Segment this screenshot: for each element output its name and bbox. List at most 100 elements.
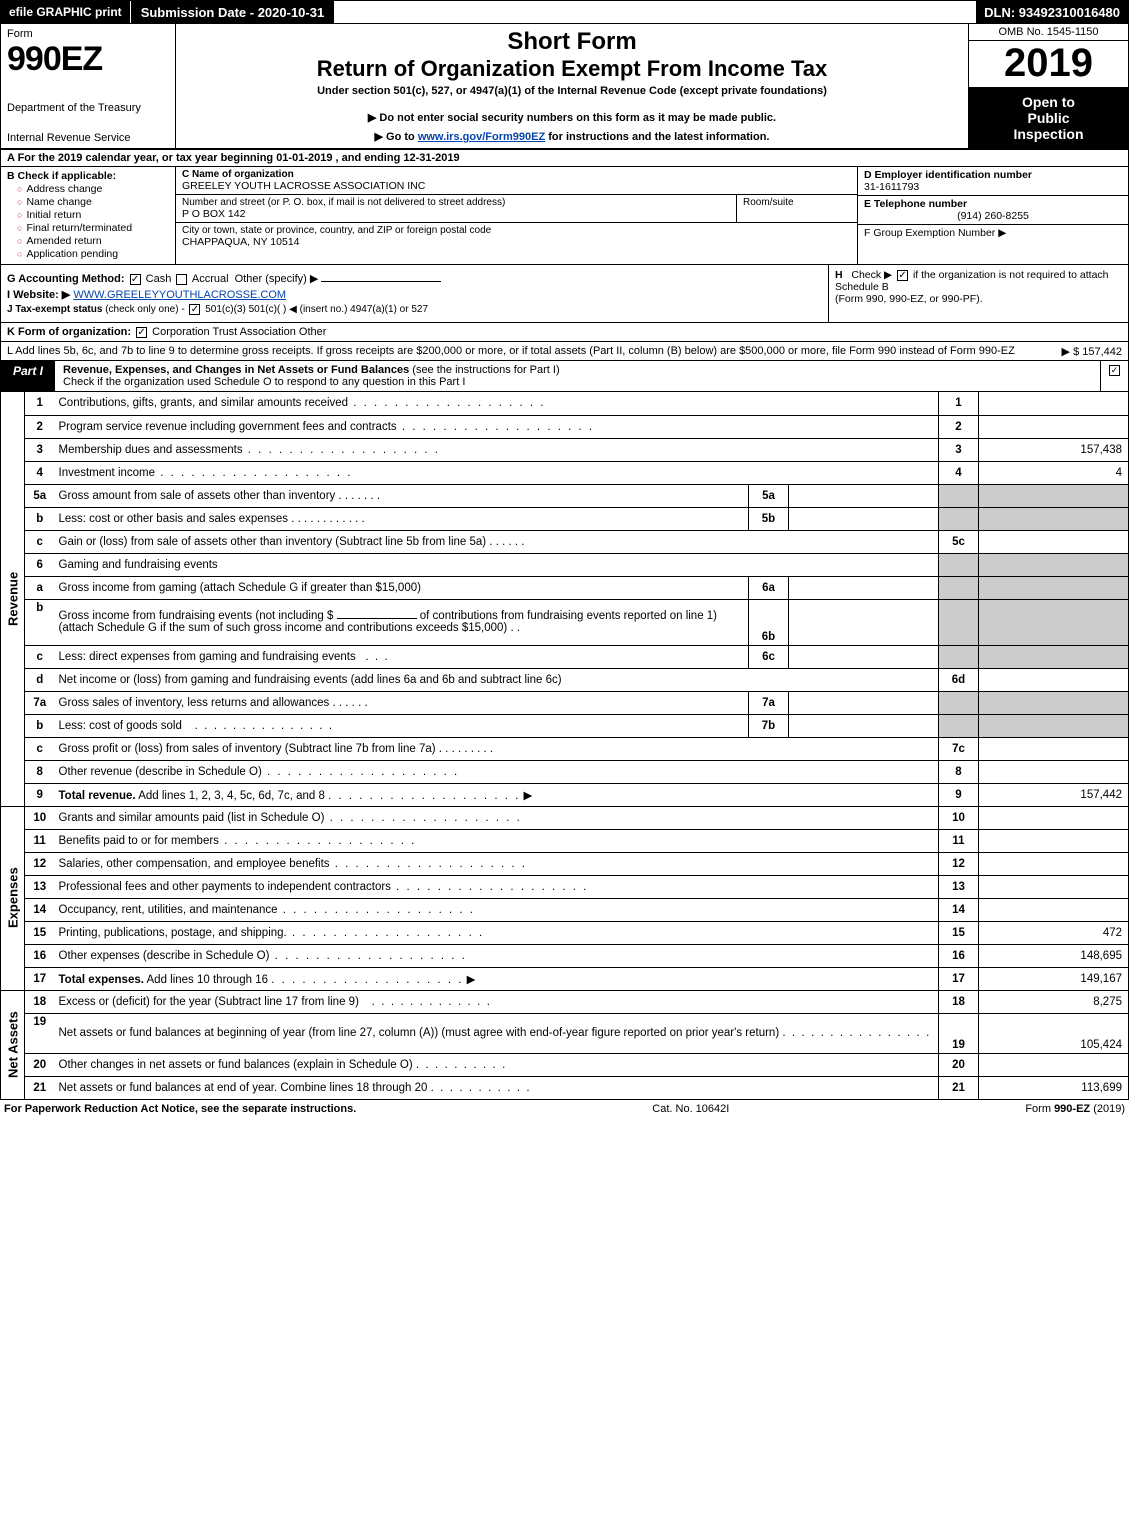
row-ghij: G Accounting Method: Cash Accrual Other … (0, 265, 1129, 323)
j-label: J Tax-exempt status (7, 304, 102, 315)
l6-colshade (939, 553, 979, 576)
l7a-valshade (979, 691, 1129, 714)
row-k: K Form of organization: Corporation Trus… (0, 323, 1129, 342)
chk-address-change[interactable]: Address change (7, 183, 169, 195)
room-cell: Room/suite (737, 195, 857, 222)
part1-checkbox[interactable] (1109, 365, 1120, 376)
line-15: 15 Printing, publications, postage, and … (1, 921, 1129, 944)
chk-application-pending[interactable]: Application pending (7, 248, 169, 260)
l7a-colshade (939, 691, 979, 714)
l9-no: 9 (25, 783, 55, 806)
l9-val: 157,442 (979, 783, 1129, 806)
chk-final-return[interactable]: Final return/terminated (7, 222, 169, 234)
line-13: 13 Professional fees and other payments … (1, 875, 1129, 898)
line-6: 6 Gaming and fundraising events (1, 553, 1129, 576)
h-text1: Check ▶ (851, 269, 892, 281)
line-18: Net Assets 18 Excess or (deficit) for th… (1, 990, 1129, 1013)
l14-col: 14 (939, 898, 979, 921)
j-rest: (check only one) - (105, 304, 184, 315)
l3-no: 3 (25, 438, 55, 461)
l6-no: 6 (25, 553, 55, 576)
footer: For Paperwork Reduction Act Notice, see … (0, 1100, 1129, 1118)
l1-col: 1 (939, 392, 979, 415)
chk-cash[interactable] (130, 274, 141, 285)
l14-desc: Occupancy, rent, utilities, and maintena… (59, 904, 475, 916)
col-b-checkboxes: B Check if applicable: Address change Na… (1, 167, 176, 264)
l5b-colshade (939, 507, 979, 530)
efile-print-button[interactable]: efile GRAPHIC print (1, 1, 131, 23)
l15-col: 15 (939, 921, 979, 944)
street-cell: Number and street (or P. O. box, if mail… (176, 195, 737, 222)
l6b-colshade (939, 599, 979, 645)
l6c-valshade (979, 645, 1129, 668)
chk-name-change[interactable]: Name change (7, 196, 169, 208)
l20-val (979, 1053, 1129, 1076)
l19-desc: Net assets or fund balances at beginning… (59, 1027, 780, 1039)
goto-pre: ▶ Go to (375, 131, 418, 143)
i-website-link[interactable]: WWW.GREELEYYOUTHLACROSSE.COM (73, 289, 286, 301)
street-value: P O BOX 142 (182, 208, 730, 220)
line-7b: b Less: cost of goods sold . . . . . . .… (1, 714, 1129, 737)
j-opts: 501(c)(3) 501(c)( ) ◀ (insert no.) 4947(… (205, 304, 428, 315)
goto-link[interactable]: www.irs.gov/Form990EZ (418, 131, 545, 143)
l11-no: 11 (25, 829, 55, 852)
l9-desc-bold: Total revenue. (59, 790, 136, 802)
line-21: 21 Net assets or fund balances at end of… (1, 1076, 1129, 1099)
line-5b: b Less: cost or other basis and sales ex… (1, 507, 1129, 530)
submission-date: Submission Date - 2020-10-31 (131, 1, 335, 23)
l12-no: 12 (25, 852, 55, 875)
goto-post: for instructions and the latest informat… (548, 131, 769, 143)
part1-title-cell: Revenue, Expenses, and Changes in Net As… (55, 361, 1100, 391)
city-value: CHAPPAQUA, NY 10514 (182, 236, 851, 248)
l5b-no: b (25, 507, 55, 530)
l7c-col: 7c (939, 737, 979, 760)
l7b-colshade (939, 714, 979, 737)
k-opts: Corporation Trust Association Other (152, 326, 326, 338)
line-10: Expenses 10 Grants and similar amounts p… (1, 806, 1129, 829)
l5a-no: 5a (25, 484, 55, 507)
bcdef-row: B Check if applicable: Address change Na… (0, 167, 1129, 265)
topbar-spacer (334, 1, 976, 23)
l5a-valshade (979, 484, 1129, 507)
c-name-value: GREELEY YOUTH LACROSSE ASSOCIATION INC (182, 180, 851, 192)
chk-h[interactable] (897, 270, 908, 281)
l11-val (979, 829, 1129, 852)
part1-title: Revenue, Expenses, and Changes in Net As… (63, 364, 409, 376)
l8-val (979, 760, 1129, 783)
l17-no: 17 (25, 967, 55, 990)
header-block: Form 990EZ Department of the Treasury In… (0, 24, 1129, 150)
chk-accrual[interactable] (176, 274, 187, 285)
l6b-valshade (979, 599, 1129, 645)
l7a-desc: Gross sales of inventory, less returns a… (59, 697, 330, 709)
i-label: I Website: ▶ (7, 289, 70, 301)
l5c-col: 5c (939, 530, 979, 553)
chk-initial-return[interactable]: Initial return (7, 209, 169, 221)
l16-val: 148,695 (979, 944, 1129, 967)
line-6d: d Net income or (loss) from gaming and f… (1, 668, 1129, 691)
l14-no: 14 (25, 898, 55, 921)
header-left: Form 990EZ Department of the Treasury In… (1, 24, 176, 148)
l18-val: 8,275 (979, 990, 1129, 1013)
k-label: K Form of organization: (7, 326, 131, 338)
footer-mid: Cat. No. 10642I (652, 1103, 729, 1115)
l12-desc: Salaries, other compensation, and employ… (59, 858, 527, 870)
short-form-title: Short Form (184, 28, 960, 56)
dept-label: Department of the Treasury (7, 102, 169, 114)
l6a-sub: 6a (749, 576, 789, 599)
l19-val: 105,424 (979, 1013, 1129, 1053)
l15-val: 472 (979, 921, 1129, 944)
l-arrow-amount: ▶ $ 157,442 (1062, 345, 1122, 358)
e-phone-value: (914) 260-8255 (864, 210, 1122, 222)
l19-no: 19 (25, 1013, 55, 1053)
l6b-subval (789, 599, 939, 645)
l8-col: 8 (939, 760, 979, 783)
city-label: City or town, state or province, country… (182, 225, 851, 236)
line-12: 12 Salaries, other compensation, and emp… (1, 852, 1129, 875)
chk-amended-return[interactable]: Amended return (7, 235, 169, 247)
line-6b: b Gross income from fundraising events (… (1, 599, 1129, 645)
l17-desc-bold: Total expenses. (59, 974, 144, 986)
goto-line: ▶ Go to www.irs.gov/Form990EZ for instru… (184, 130, 960, 143)
chk-501c3[interactable] (189, 304, 200, 315)
chk-corporation[interactable] (136, 327, 147, 338)
line-6c: c Less: direct expenses from gaming and … (1, 645, 1129, 668)
